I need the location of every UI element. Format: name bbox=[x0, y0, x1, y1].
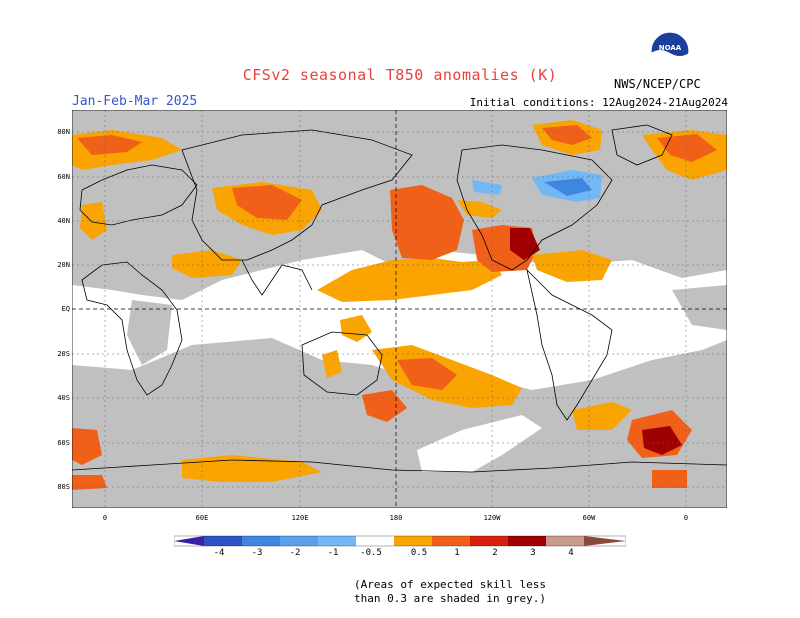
skill-note-line1: (Areas of expected skill less bbox=[353, 578, 547, 591]
orange-anomaly-pacific bbox=[317, 258, 502, 302]
lon-label-60e: 60E bbox=[195, 514, 209, 522]
grid-lines bbox=[72, 110, 727, 508]
lat-label-20n: 20N bbox=[57, 261, 70, 269]
legend-label-3: 3 bbox=[530, 548, 536, 558]
lon-label-60w: 60W bbox=[582, 514, 596, 522]
season-label: Jan-Feb-Mar 2025 bbox=[72, 94, 198, 109]
coastlines bbox=[72, 124, 727, 473]
legend-label-1: 1 bbox=[454, 548, 460, 558]
main-axes bbox=[72, 110, 727, 508]
lat-label-80n: 80N bbox=[57, 128, 70, 136]
color-bar bbox=[174, 535, 626, 547]
map-title: CFSv2 seasonal T850 anomalies (K) bbox=[242, 66, 558, 84]
color-bar-left-arrow bbox=[174, 536, 204, 546]
legend-label-minus1: -1 bbox=[327, 548, 339, 558]
lat-label-60s: 60S bbox=[57, 439, 70, 447]
white-patch-south-pacific bbox=[417, 415, 542, 472]
lat-label-40s: 40S bbox=[57, 394, 70, 402]
legend-label-2: 2 bbox=[492, 548, 498, 558]
lat-label-40n: 40N bbox=[57, 217, 70, 225]
lat-label-20s: 20S bbox=[57, 350, 70, 358]
legend-label-minus2: -2 bbox=[289, 548, 301, 558]
agency-label: NWS/NCEP/CPC bbox=[614, 77, 701, 91]
lon-label-120w: 120W bbox=[483, 514, 501, 522]
lon-label-180: 180 bbox=[389, 514, 403, 522]
legend-label-minus3: -3 bbox=[251, 548, 263, 558]
skill-note-line2: than 0.3 are shaded in grey.) bbox=[353, 592, 547, 605]
anomaly-map bbox=[72, 110, 727, 508]
lat-label-60n: 60N bbox=[57, 173, 70, 181]
red-anomaly-north-pacific bbox=[390, 185, 464, 260]
initial-conditions: Initial conditions: 12Aug2024-21Aug2024 bbox=[469, 96, 728, 109]
lon-label-120e: 120E bbox=[291, 514, 309, 522]
color-bar-right-arrow bbox=[584, 536, 626, 546]
noaa-logo-icon: NOAA bbox=[650, 31, 690, 71]
legend-label-minus4: -4 bbox=[213, 548, 225, 558]
lat-label-80s: 80S bbox=[57, 483, 70, 491]
legend-label-05: 0.5 bbox=[410, 548, 428, 558]
lon-label-0-east: 0 bbox=[683, 514, 689, 522]
lat-label-eq: EQ bbox=[61, 305, 70, 313]
lon-label-0: 0 bbox=[102, 514, 108, 522]
skill-note: (Areas of expected skill less than 0.3 a… bbox=[300, 578, 600, 606]
legend-label-4: 4 bbox=[568, 548, 574, 558]
legend-label-minus05: -0.5 bbox=[360, 548, 382, 558]
svg-text:NOAA: NOAA bbox=[659, 44, 682, 52]
